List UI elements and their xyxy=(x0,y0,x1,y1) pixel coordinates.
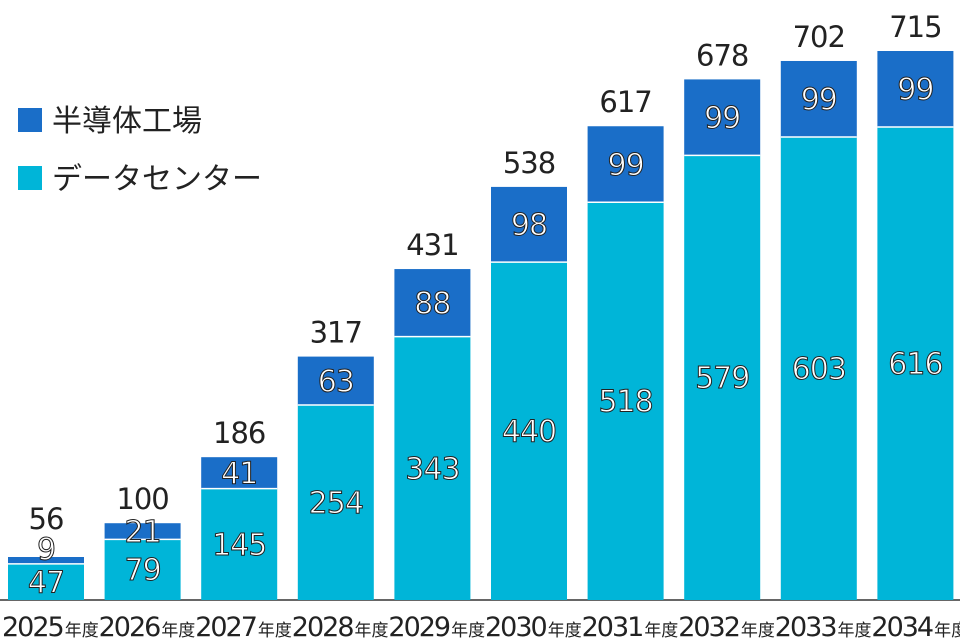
bar-semiconductor-2033 xyxy=(780,60,857,137)
bar-semiconductor-2026 xyxy=(104,523,181,540)
data-label: 99 xyxy=(801,82,837,117)
x-tick-label: 2026 年度 xyxy=(99,612,196,643)
legend-swatch xyxy=(18,108,42,132)
total-label: 100 xyxy=(116,482,168,516)
data-label: 603 xyxy=(792,352,846,387)
bar-data-center-2032 xyxy=(684,155,761,600)
data-label: 99 xyxy=(897,73,933,108)
bar-data-center-2025 xyxy=(8,563,84,600)
bar-semiconductor-2027 xyxy=(201,457,278,489)
bar-data-center-2031 xyxy=(587,202,664,600)
data-label: 99 xyxy=(704,101,740,136)
bar-data-center-2029 xyxy=(394,336,471,600)
total-label: 317 xyxy=(310,316,362,350)
bar-semiconductor-2030 xyxy=(491,186,567,263)
data-label: 343 xyxy=(405,452,459,487)
total-label: 715 xyxy=(889,10,941,44)
data-label: 21 xyxy=(125,515,161,550)
bar-semiconductor-2034 xyxy=(877,51,954,128)
data-label: 79 xyxy=(125,553,161,588)
data-label: 254 xyxy=(309,486,363,521)
data-label: 47 xyxy=(28,565,64,600)
legend-swatch xyxy=(18,166,42,190)
total-label: 678 xyxy=(696,38,748,72)
x-tick-label: 2027 年度 xyxy=(195,612,292,643)
data-label: 88 xyxy=(414,286,450,321)
bar-data-center-2026 xyxy=(104,539,181,600)
bar-data-center-2030 xyxy=(491,262,567,600)
x-tick-label: 2025 年度 xyxy=(2,612,99,643)
x-tick-label: 2031 年度 xyxy=(582,612,679,643)
data-label: 579 xyxy=(695,361,749,396)
data-label: 99 xyxy=(608,148,644,183)
bar-semiconductor-2028 xyxy=(297,356,374,405)
data-label: 9 xyxy=(37,532,55,567)
x-tick-label: 2028 年度 xyxy=(292,612,389,643)
total-label: 186 xyxy=(213,416,265,450)
data-label: 145 xyxy=(212,528,266,563)
x-tick-label: 2034 年度 xyxy=(871,612,960,643)
bar-data-center-2033 xyxy=(780,136,857,601)
bar-semiconductor-2032 xyxy=(684,79,761,156)
x-tick-label: 2030 年度 xyxy=(485,612,582,643)
legend-label: データセンター xyxy=(52,162,262,197)
data-label: 41 xyxy=(221,456,257,491)
x-tick-label: 2032 年度 xyxy=(678,612,775,643)
bar-data-center-2028 xyxy=(297,404,374,600)
total-label: 431 xyxy=(406,228,458,262)
x-tick-label: 2033 年度 xyxy=(775,612,872,643)
data-label: 98 xyxy=(511,208,547,243)
data-label: 616 xyxy=(888,347,942,382)
bar-data-center-2027 xyxy=(201,488,278,600)
bar-semiconductor-2029 xyxy=(394,269,471,337)
data-label: 440 xyxy=(502,415,556,450)
data-label: 518 xyxy=(598,385,652,420)
legend-label: 半導体工場 xyxy=(52,104,202,139)
total-label: 702 xyxy=(793,20,845,54)
bar-semiconductor-2025 xyxy=(8,557,84,564)
bar-data-center-2034 xyxy=(877,127,954,600)
data-label: 63 xyxy=(318,364,354,399)
total-label: 56 xyxy=(29,502,64,536)
total-label: 538 xyxy=(503,146,555,180)
total-label: 617 xyxy=(599,85,651,119)
x-tick-label: 2029 年度 xyxy=(388,612,485,643)
bar-semiconductor-2031 xyxy=(587,126,664,203)
